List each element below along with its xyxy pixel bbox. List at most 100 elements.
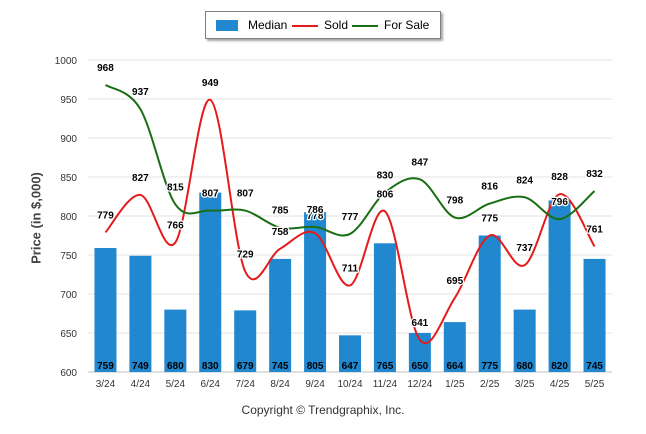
for-sale-value-label: 937 [132, 87, 149, 98]
sold-value-label: 806 [377, 189, 394, 200]
x-tick-label: 3/24 [96, 379, 116, 390]
median-bar-label: 680 [516, 361, 533, 372]
copyright: Copyright © Trendgraphix, Inc. [241, 403, 405, 417]
x-tick-label: 2/25 [480, 379, 500, 390]
sold-value-label: 778 [307, 211, 324, 222]
sold-value-label: 729 [237, 249, 254, 260]
median-swatch [216, 20, 238, 31]
x-tick-label: 3/25 [515, 379, 535, 390]
sold-value-label: 766 [167, 221, 184, 232]
for-sale-value-label: 830 [377, 171, 394, 182]
median-bar-label: 830 [202, 361, 219, 372]
median-bar-label: 759 [97, 361, 114, 372]
median-bar-label: 820 [551, 361, 568, 372]
sold-value-label: 827 [132, 173, 149, 184]
median-bar-label: 805 [307, 361, 324, 372]
for-sale-value-label: 798 [446, 196, 463, 207]
y-tick-label: 900 [60, 134, 77, 145]
legend-label-median: Median [248, 18, 288, 32]
sold-value-label: 758 [272, 227, 289, 238]
median-bar-label: 679 [237, 361, 254, 372]
x-tick-label: 6/24 [201, 379, 221, 390]
y-axis-label: Price (in $,000) [28, 172, 44, 264]
median-bar-label: 775 [481, 361, 498, 372]
x-tick-label: 11/24 [373, 379, 398, 390]
for-sale-line [104, 84, 596, 237]
median-bar-label: 680 [167, 361, 184, 372]
y-tick-label: 650 [60, 329, 77, 340]
median-bar [548, 200, 571, 372]
median-bar [304, 212, 327, 372]
sold-value-label: 828 [551, 172, 568, 183]
for-sale-swatch [352, 25, 378, 27]
median-bar-label: 749 [132, 361, 149, 372]
for-sale-value-label: 824 [516, 175, 533, 186]
sold-line [104, 98, 596, 344]
legend: Median Sold For Sale [205, 11, 441, 39]
x-tick-label: 4/25 [550, 379, 570, 390]
sold-value-label: 641 [412, 318, 429, 329]
x-tick-label: 1/25 [445, 379, 465, 390]
for-sale-value-label: 777 [342, 212, 359, 223]
median-bar-label: 647 [342, 361, 359, 372]
series-lines [104, 84, 596, 344]
y-tick-label: 800 [60, 212, 77, 223]
median-bar [443, 322, 466, 372]
for-sale-value-label: 815 [167, 182, 184, 193]
median-bar [478, 235, 501, 372]
y-axis-ticks: 600 650 700 750 800 850 900 950 1000 [55, 56, 78, 379]
median-bar [199, 192, 222, 372]
median-bar [373, 243, 396, 372]
sold-value-label: 737 [516, 243, 533, 254]
for-sale-value-label: 832 [586, 169, 603, 180]
sold-value-label: 695 [446, 276, 463, 287]
sold-swatch [292, 25, 318, 27]
y-tick-label: 1000 [55, 56, 78, 67]
y-tick-label: 750 [60, 251, 77, 262]
for-sale-value-label: 816 [481, 182, 498, 193]
sold-value-label: 761 [586, 224, 603, 235]
median-bar [339, 335, 361, 372]
y-tick-label: 950 [60, 95, 77, 106]
median-bar-label: 664 [446, 361, 463, 372]
median-bar-label: 650 [412, 361, 429, 372]
median-bar-label: 765 [377, 361, 394, 372]
median-bar [269, 258, 292, 372]
median-bar [234, 310, 257, 372]
x-tick-label: 5/24 [166, 379, 186, 390]
x-tick-label: 7/24 [235, 379, 255, 390]
y-tick-label: 850 [60, 173, 77, 184]
x-tick-label: 4/24 [131, 379, 151, 390]
x-tick-label: 12/24 [407, 379, 432, 390]
for-sale-value-label: 785 [272, 206, 289, 217]
y-tick-label: 600 [60, 368, 77, 379]
x-tick-label: 5/25 [585, 379, 605, 390]
median-bar [94, 247, 117, 372]
median-bar [129, 255, 152, 372]
sold-value-label: 949 [202, 78, 219, 89]
median-bar-label: 745 [586, 361, 603, 372]
for-sale-value-label: 796 [551, 197, 568, 208]
legend-label-for-sale: For Sale [384, 18, 430, 32]
median-bar [583, 258, 606, 372]
x-tick-label: 8/24 [270, 379, 290, 390]
y-tick-label: 700 [60, 290, 77, 301]
bar-value-labels: 759 749 680 830 679 745 805 647 765 650 664 775 680 8… [97, 361, 603, 372]
sold-value-label: 711 [342, 263, 359, 274]
legend-label-sold: Sold [324, 18, 349, 32]
line-value-labels: 779 827 766 949 729 758 778 711 806 641 695 775 737 8… [96, 62, 605, 331]
median-bar [164, 309, 187, 372]
x-axis-ticks: 3/24 4/24 5/24 6/24 7/24 8/24 9/24 10/24 11/24 12… [96, 379, 605, 390]
for-sale-value-label: 847 [412, 157, 429, 168]
for-sale-value-label: 807 [237, 189, 254, 200]
sold-value-label: 775 [481, 214, 498, 225]
for-sale-value-label: 968 [97, 63, 114, 74]
x-tick-label: 10/24 [337, 379, 362, 390]
for-sale-value-label: 807 [202, 189, 219, 200]
median-bars [94, 192, 606, 372]
sold-value-label: 779 [97, 210, 114, 221]
median-bar-label: 745 [272, 361, 289, 372]
median-bar [513, 309, 536, 372]
for-sale-value-label: 786 [307, 205, 324, 216]
